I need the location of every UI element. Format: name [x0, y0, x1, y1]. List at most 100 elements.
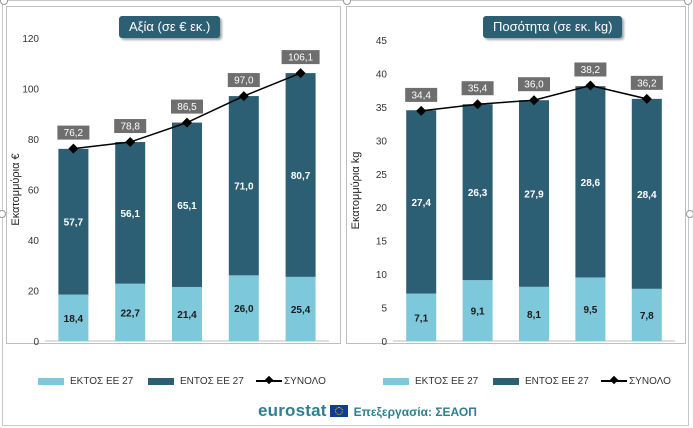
data-label-outside-eu: 21,4 — [177, 310, 197, 321]
data-label-inside-eu: 28,4 — [637, 190, 657, 201]
total-label-box — [281, 50, 320, 65]
y-tick-label: 20 — [28, 287, 40, 298]
resize-handle-top-left[interactable] — [0, 0, 8, 5]
total-label: 34,4 — [411, 90, 431, 101]
y-axis-label: Εκατομμύρια € — [10, 153, 22, 225]
y-tick-label: 45 — [376, 36, 388, 47]
total-label-box — [57, 125, 90, 140]
value-chart-legend: ΕΚΤΟΣ ΕΕ 27 ΕΝΤΟΣ ΕΕ 27 ΣΥΝΟΛΟ — [38, 376, 338, 392]
legend-swatch-inside-eu — [148, 377, 174, 385]
processing-credit: Επεξεργασία: ΣΕΑΟΠ — [353, 405, 477, 419]
total-point — [416, 105, 427, 116]
data-label-inside-eu: 71,0 — [234, 182, 254, 193]
legend-item-inside-eu: ΕΝΤΟΣ ΕΕ 27 — [148, 376, 244, 387]
total-label-box — [405, 87, 438, 102]
total-point — [125, 137, 136, 148]
data-label-outside-eu: 9,1 — [471, 307, 485, 318]
total-point — [529, 95, 539, 106]
data-label-outside-eu: 25,4 — [291, 305, 311, 316]
data-label-outside-eu: 7,1 — [414, 313, 428, 324]
data-label-inside-eu: 28,6 — [581, 178, 601, 189]
bar-outside-eu — [631, 288, 662, 341]
quantity-chart-svg: 0 5 10 15 20 25 30 35 40 45 Εκατομμύρια kg 7,1 27,4 2… — [350, 36, 675, 345]
total-label: 35,4 — [468, 84, 488, 95]
legend-item-outside-eu: ΕΚΤΟΣ ΕΕ 27 — [383, 376, 478, 387]
source-footer: eurostat Επεξεργασία: ΣΕΑΟΠ — [258, 401, 477, 423]
resize-handle-middle-right[interactable] — [686, 210, 693, 218]
bar-inside-eu — [172, 122, 202, 287]
y-tick-label: 35 — [376, 103, 388, 114]
data-label-inside-eu: 80,7 — [291, 171, 311, 182]
legend-item-inside-eu: ΕΝΤΟΣ ΕΕ 27 — [493, 376, 589, 387]
bar-inside-eu — [58, 148, 89, 295]
bar-inside-eu — [519, 100, 549, 287]
y-axis-label: Εκατομμύρια kg — [350, 152, 362, 230]
total-label-box — [574, 62, 607, 77]
y-tick-label: 30 — [376, 136, 388, 147]
legend-item-total: ΣΥΝΟΛΟ — [256, 376, 326, 387]
y-tick-label: 120 — [22, 34, 39, 45]
legend-swatch-outside-eu — [38, 377, 64, 385]
data-label-inside-eu: 26,3 — [468, 188, 488, 199]
legend-line-diamond-icon — [256, 377, 282, 385]
eu-flag-icon — [329, 405, 348, 417]
y-tick-label: 40 — [28, 236, 40, 247]
total-label: 106,1 — [288, 53, 313, 64]
total-label-box — [461, 81, 494, 96]
data-label-inside-eu: 27,9 — [524, 190, 544, 201]
total-point — [585, 80, 596, 91]
bar-inside-eu — [462, 104, 493, 281]
y-tick-label: 15 — [376, 237, 388, 248]
resize-handle-middle-left[interactable] — [0, 210, 6, 218]
legend-line-diamond-icon — [601, 377, 627, 385]
legend-label-outside-eu: ΕΚΤΟΣ ΕΕ 27 — [70, 376, 134, 387]
data-label-outside-eu: 22,7 — [120, 308, 140, 319]
resize-handle-top-right[interactable] — [684, 0, 692, 5]
y-tick-label: 100 — [22, 85, 39, 96]
data-label-inside-eu: 57,7 — [64, 218, 84, 229]
eurostat-logo: eurostat — [258, 401, 327, 420]
total-label: 78,8 — [120, 122, 140, 133]
bar-outside-eu — [575, 277, 606, 341]
y-tick-label: 60 — [28, 186, 40, 197]
resize-handle-top-center[interactable] — [343, 0, 351, 5]
total-label-box — [518, 77, 550, 92]
y-tick-label: 0 — [33, 337, 39, 345]
total-label: 86,5 — [177, 102, 197, 113]
total-label: 76,2 — [64, 128, 84, 139]
total-label: 38,2 — [581, 65, 601, 76]
total-label: 97,0 — [234, 76, 254, 87]
bar-inside-eu — [228, 96, 259, 276]
y-tick-label: 40 — [376, 69, 388, 80]
bar-inside-eu — [631, 98, 662, 289]
quantity-chart-legend: ΕΚΤΟΣ ΕΕ 27 ΕΝΤΟΣ ΕΕ 27 ΣΥΝΟΛΟ — [383, 376, 683, 392]
data-label-outside-eu: 9,5 — [583, 305, 597, 316]
data-label-inside-eu: 27,4 — [411, 198, 431, 209]
legend-label-total: ΣΥΝΟΛΟ — [629, 376, 671, 387]
data-label-inside-eu: 65,1 — [177, 201, 197, 212]
total-label-box — [227, 73, 260, 88]
total-point — [641, 93, 652, 104]
data-label-outside-eu: 8,1 — [527, 310, 541, 321]
bar-outside-eu — [115, 283, 146, 341]
data-label-inside-eu: 56,1 — [120, 209, 140, 220]
value-chart-title: Αξία (σε € εκ.) — [119, 16, 221, 38]
data-label-outside-eu: 18,4 — [64, 314, 84, 325]
total-point — [182, 117, 192, 128]
total-label: 36,0 — [524, 80, 544, 91]
total-point — [472, 99, 483, 110]
legend-label-inside-eu: ΕΝΤΟΣ ΕΕ 27 — [180, 376, 244, 387]
y-tick-label: 20 — [376, 203, 388, 214]
bar-inside-eu — [285, 73, 316, 277]
total-label-box — [171, 99, 203, 114]
data-label-outside-eu: 7,8 — [640, 311, 654, 322]
bar-outside-eu — [462, 280, 493, 341]
y-tick-label: 10 — [376, 270, 388, 281]
total-point — [238, 91, 249, 102]
total-label-box — [630, 75, 663, 90]
bar-outside-eu — [285, 276, 316, 341]
legend-label-inside-eu: ΕΝΤΟΣ ΕΕ 27 — [525, 376, 589, 387]
total-point — [68, 143, 79, 154]
y-tick-label: 25 — [376, 170, 388, 181]
